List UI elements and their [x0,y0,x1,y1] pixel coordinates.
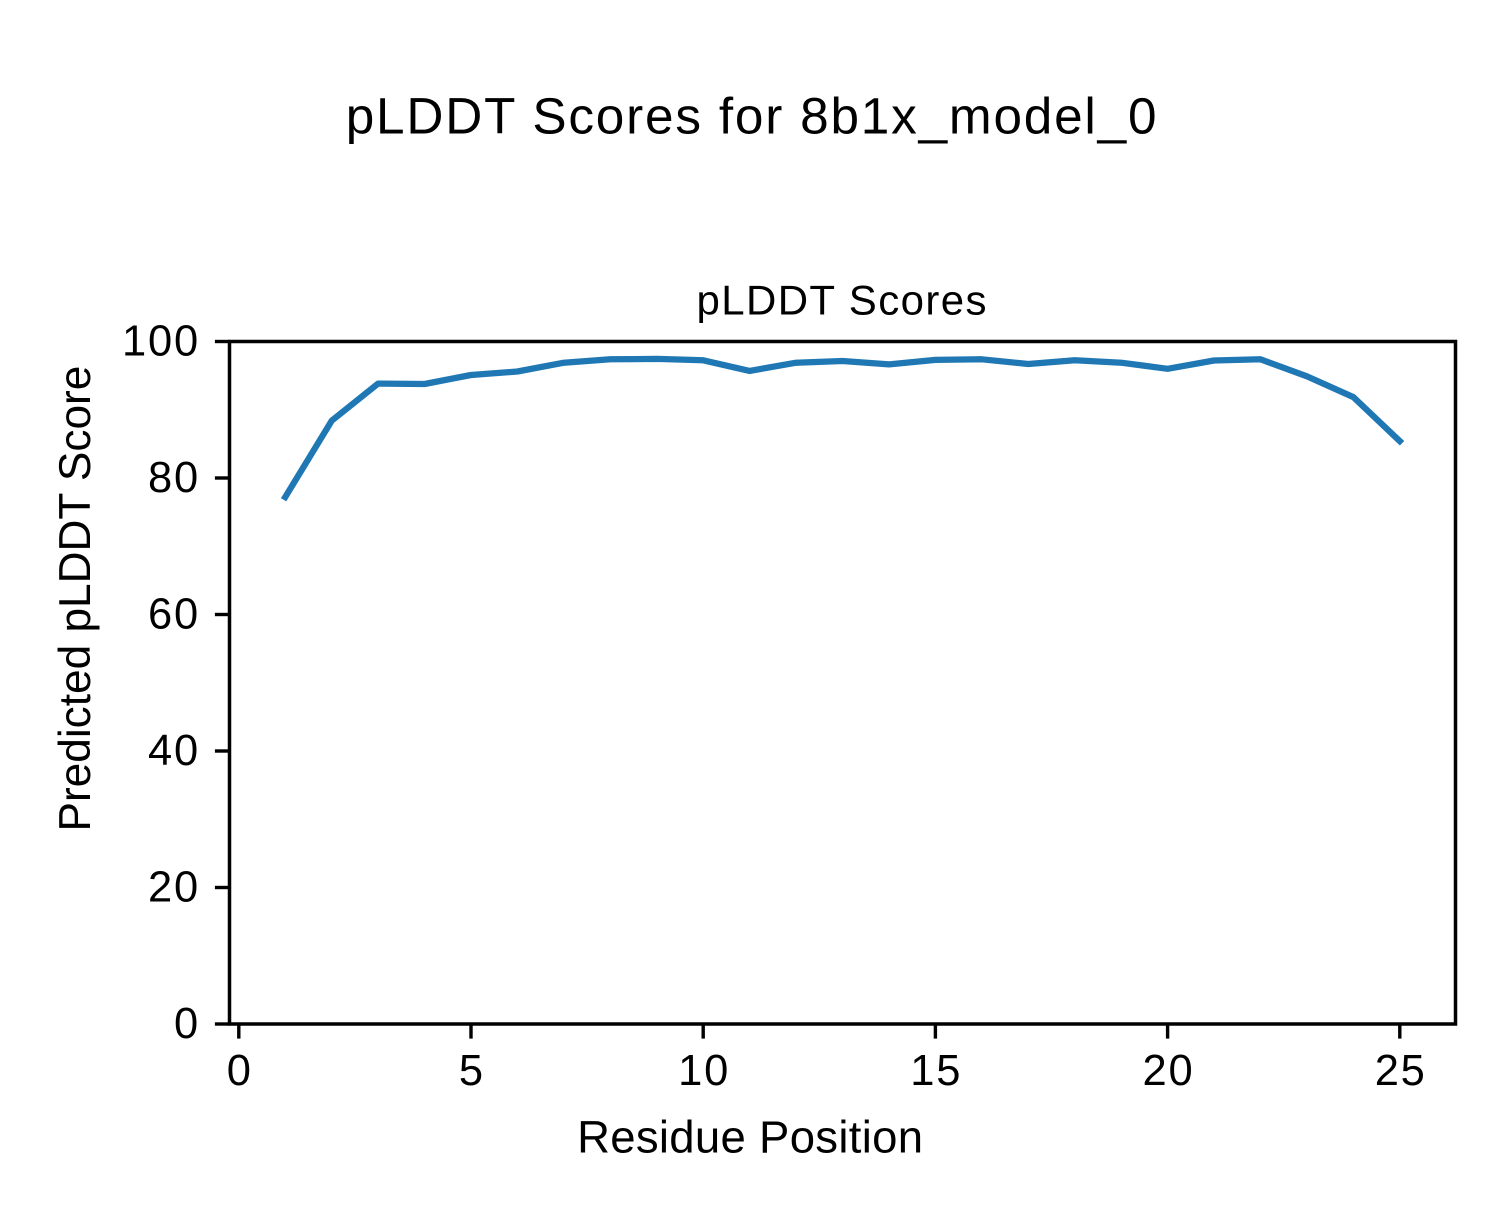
svg-text:10: 10 [678,1047,730,1095]
svg-text:60: 60 [148,591,200,639]
svg-text:Residue Position: Residue Position [577,1111,923,1162]
svg-text:20: 20 [1143,1047,1195,1095]
svg-text:20: 20 [148,864,200,912]
svg-text:100: 100 [122,318,200,366]
svg-text:Predicted pLDDT Score: Predicted pLDDT Score [51,366,100,832]
svg-text:80: 80 [148,454,200,502]
svg-text:0: 0 [227,1047,253,1095]
svg-text:5: 5 [459,1047,485,1095]
svg-text:pLDDT Scores for 8b1x_model_0: pLDDT Scores for 8b1x_model_0 [346,87,1159,144]
svg-text:25: 25 [1375,1047,1427,1095]
svg-text:15: 15 [910,1047,962,1095]
svg-text:40: 40 [148,727,200,775]
svg-text:0: 0 [174,1000,200,1048]
svg-text:pLDDT Scores: pLDDT Scores [696,276,987,323]
